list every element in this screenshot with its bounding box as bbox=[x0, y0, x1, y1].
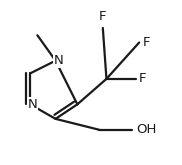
Text: OH: OH bbox=[136, 123, 157, 136]
Text: N: N bbox=[53, 54, 63, 67]
Text: F: F bbox=[139, 72, 147, 85]
Text: F: F bbox=[99, 10, 107, 23]
Text: F: F bbox=[143, 36, 150, 49]
Text: N: N bbox=[28, 98, 38, 111]
